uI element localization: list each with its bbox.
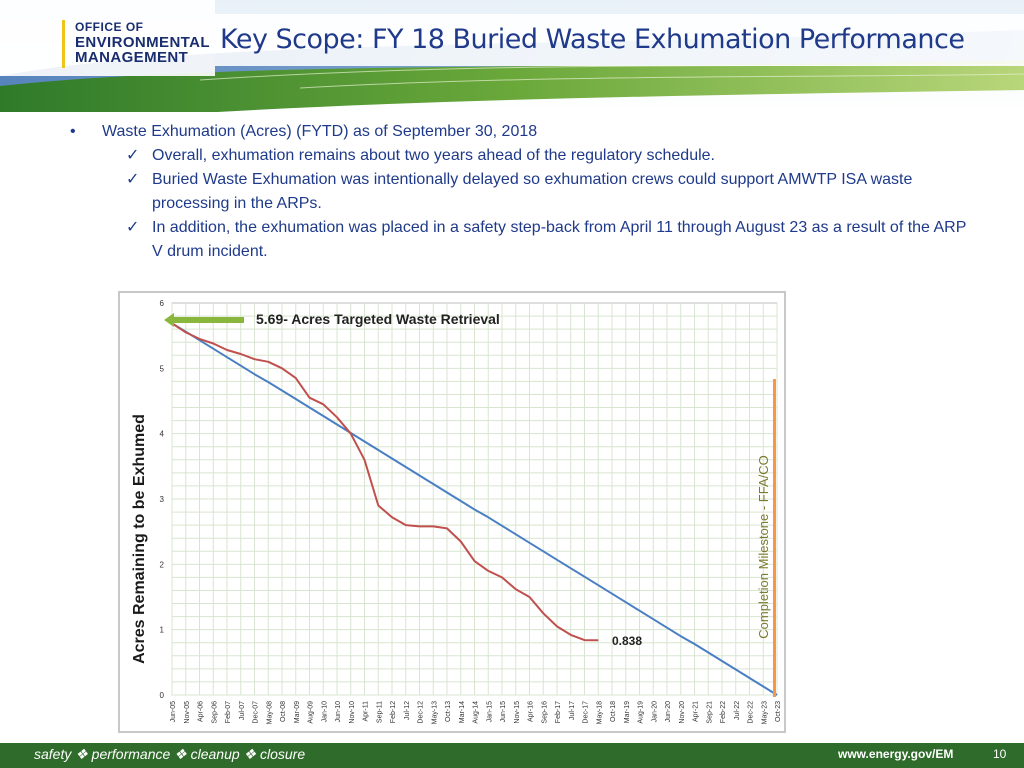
main-bullet-text: Waste Exhumation (Acres) (FYTD) as of Se…: [102, 123, 538, 140]
check-item-text: Buried Waste Exhumation was intentionall…: [152, 171, 913, 212]
x-tick-label: Apr-11: [363, 701, 370, 722]
x-tick-label: Jun-20: [665, 701, 672, 723]
header-background: [0, 0, 1024, 112]
office-logo: OFFICE OF ENVIRONMENTAL MANAGEMENT: [62, 20, 210, 68]
x-tick-label: Nov-15: [514, 701, 521, 724]
check-item-text: In addition, the exhumation was placed i…: [152, 219, 967, 260]
x-tick-label: Feb-22: [720, 701, 727, 723]
y-tick-label: 0: [160, 691, 165, 700]
x-tick-label: May-23: [761, 701, 768, 724]
x-tick-label: Sep-11: [376, 701, 383, 723]
x-tick-label: Aug-14: [473, 701, 480, 724]
x-tick-label: Mar-19: [624, 701, 631, 723]
check-list: ✓ Overall, exhumation remains about two …: [118, 144, 970, 264]
y-tick-label: 6: [160, 299, 165, 308]
milestone-line: [773, 379, 776, 697]
target-arrow-icon: [164, 313, 244, 327]
x-tick-label: Jul-17: [569, 701, 576, 720]
bullet-dot-icon: •: [70, 123, 76, 140]
y-axis-label: Acres Remaining to be Exhumed: [131, 414, 148, 664]
x-tick-label: Aug-19: [638, 701, 645, 724]
x-tick-label: Sep-16: [541, 701, 548, 724]
x-tick-label: Sep-21: [706, 701, 713, 724]
x-tick-label: Jun-05: [170, 701, 177, 723]
logo-line-3: MANAGEMENT: [75, 49, 189, 66]
exhumation-chart: 0 1 2 3 4 5 6 Jun-05 Nov-05 Apr-06 Sep-06 Feb-07 Ju…: [118, 291, 786, 733]
x-tick-label: Jan-15: [486, 701, 493, 723]
x-tick-label: Dec-17: [583, 701, 590, 724]
x-tick-label: Oct-08: [280, 701, 287, 722]
x-tick-label: Mar-09: [294, 701, 301, 723]
y-tick-label: 4: [160, 430, 165, 439]
main-bullet: • Waste Exhumation (Acres) (FYTD) as of …: [70, 120, 970, 144]
check-item-text: Overall, exhumation remains about two ye…: [152, 147, 715, 164]
x-tick-label: Feb-17: [555, 701, 562, 723]
x-tick-label: Jul-07: [239, 701, 246, 720]
x-tick-label: Jan-10: [321, 701, 328, 723]
slide-title: Key Scope: FY 18 Buried Waste Exhumation…: [220, 24, 965, 55]
final-value-annotation: 0.838: [612, 634, 642, 648]
x-tick-label: Oct-18: [610, 701, 617, 722]
logo-line-2: ENVIRONMENTAL: [75, 34, 210, 51]
x-tick-label: Aug-09: [308, 701, 315, 724]
x-tick-label: Jan-20: [651, 701, 658, 723]
target-annotation: 5.69- Acres Targeted Waste Retrieval: [256, 311, 500, 327]
slide-content: • Waste Exhumation (Acres) (FYTD) as of …: [70, 120, 970, 264]
chart-svg: 0 1 2 3 4 5 6 Jun-05 Nov-05 Apr-06 Sep-06 Feb-07 Ju…: [131, 299, 782, 724]
x-tick-label: Jul-22: [734, 701, 741, 720]
y-tick-label: 2: [160, 560, 165, 569]
x-tick-label: Nov-20: [679, 701, 686, 724]
y-tick-label: 3: [160, 495, 165, 504]
page-number: 10: [993, 747, 1007, 761]
x-tick-label: Sep-06: [211, 701, 218, 724]
checkmark-icon: ✓: [126, 171, 140, 188]
x-tick-label: Oct-13: [445, 701, 452, 722]
check-item: ✓ Overall, exhumation remains about two …: [118, 144, 970, 168]
x-tick-label: Dec-07: [253, 701, 260, 724]
logo-line-1: OFFICE OF: [75, 20, 144, 34]
y-tick-label: 1: [160, 626, 165, 635]
x-tick-label: Apr-21: [693, 701, 700, 722]
x-tick-label: Feb-12: [390, 701, 397, 723]
x-tick-label: Feb-07: [225, 701, 232, 723]
schedule-series-line: [171, 322, 778, 696]
milestone-annotation: Completion Milestone - FFA/CO: [756, 455, 771, 639]
x-tick-label: Dec-12: [418, 701, 425, 724]
x-tick-label: Jun-15: [500, 701, 507, 723]
y-tick-label: 5: [160, 364, 165, 373]
x-tick-label: Nov-10: [349, 701, 356, 724]
x-tick-label: Oct-23: [775, 701, 782, 722]
x-tick-label: Nov-05: [184, 701, 191, 724]
check-item: ✓ Buried Waste Exhumation was intentiona…: [118, 168, 970, 216]
checkmark-icon: ✓: [126, 219, 140, 236]
actual-series-line: [171, 322, 599, 642]
x-tick-label: Dec-22: [748, 701, 755, 724]
checkmark-icon: ✓: [126, 147, 140, 164]
x-tick-label: Jun-10: [335, 701, 342, 723]
x-tick-label: Jul-12: [404, 701, 411, 720]
x-tick-label: Mar-14: [459, 701, 466, 723]
x-tick-label: Apr-16: [528, 701, 535, 722]
footer-url[interactable]: www.energy.gov/EM: [838, 747, 954, 761]
footer-bar: safety ❖ performance ❖ cleanup ❖ closure…: [0, 743, 1024, 768]
x-tick-label: May-18: [596, 701, 603, 724]
check-item: ✓ In addition, the exhumation was placed…: [118, 216, 970, 264]
footer-slogan: safety ❖ performance ❖ cleanup ❖ closure: [34, 746, 306, 762]
x-tick-label: May-13: [431, 701, 438, 724]
x-tick-label: May-08: [266, 701, 273, 724]
header-banner: OFFICE OF ENVIRONMENTAL MANAGEMENT Key S…: [0, 0, 1024, 112]
x-tick-label: Apr-06: [198, 701, 205, 722]
